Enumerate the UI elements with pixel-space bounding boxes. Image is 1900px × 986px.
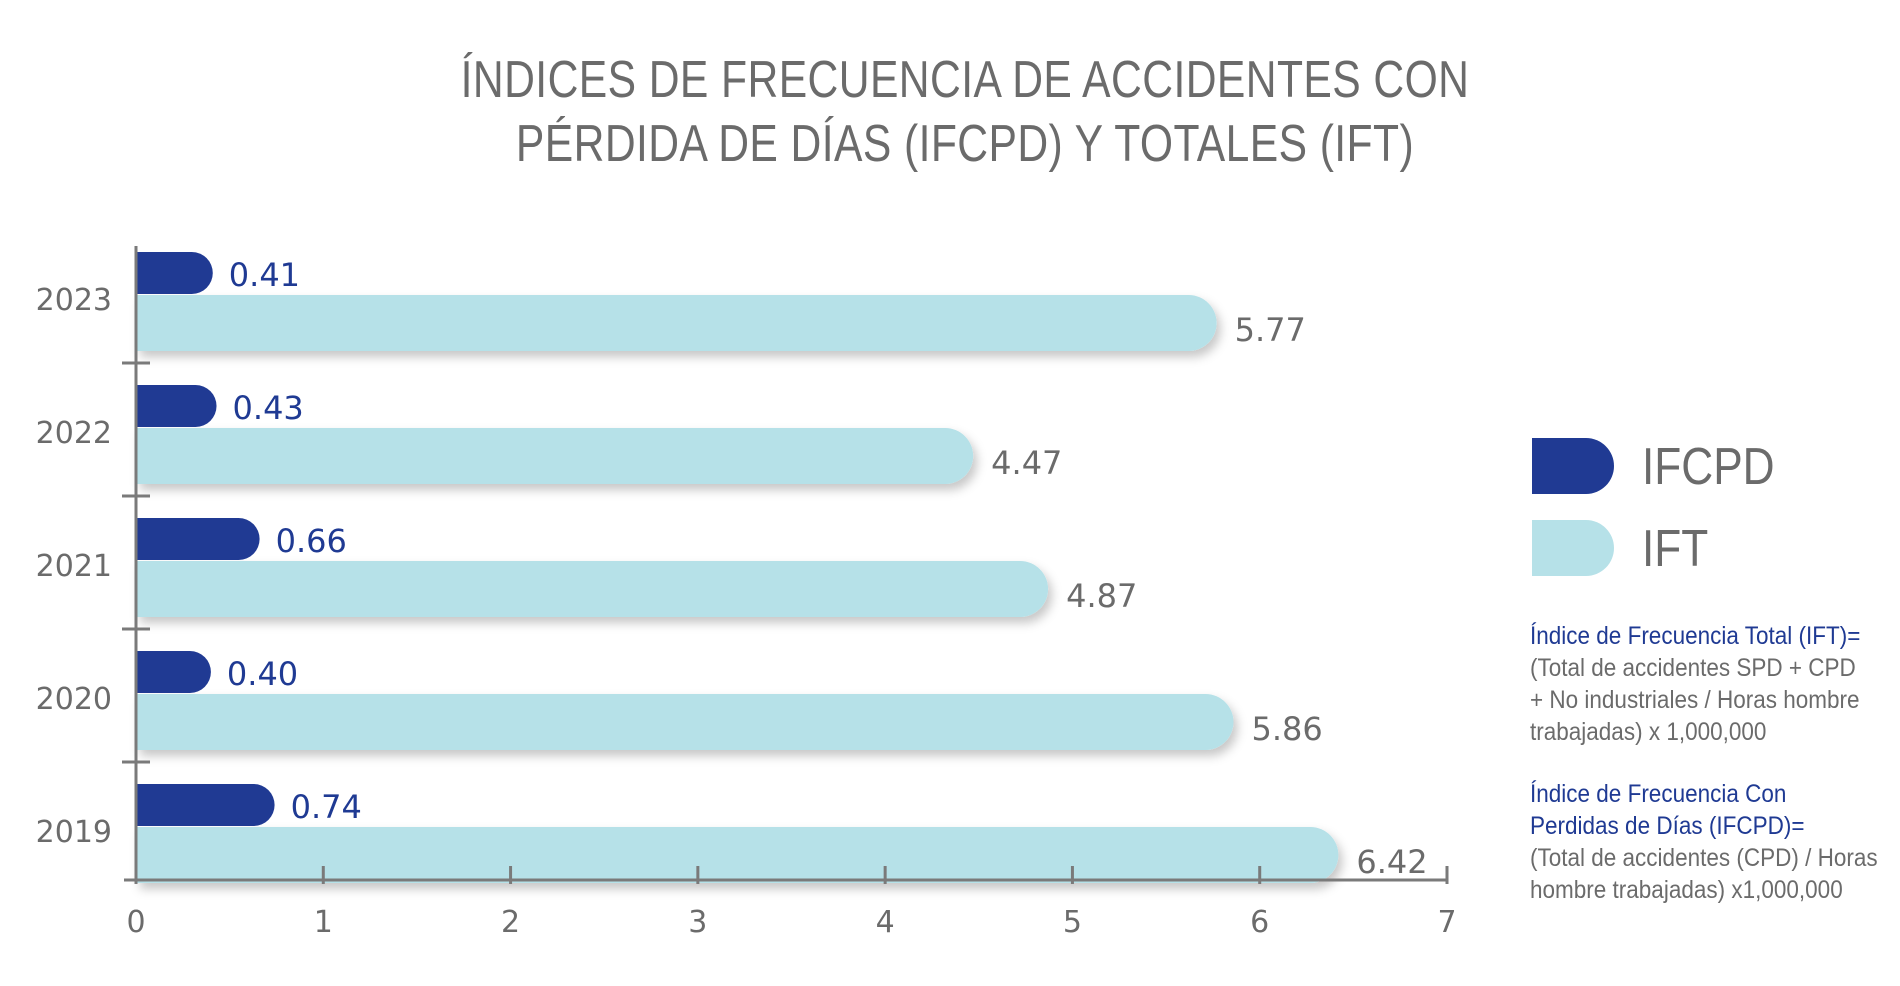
bar-ifcpd (136, 518, 260, 560)
x-tick-label: 2 (501, 905, 520, 940)
x-tick-label: 4 (876, 905, 895, 940)
bar-ifcpd (136, 252, 213, 294)
x-tick-label: 7 (1437, 905, 1456, 940)
chart-title: ÍNDICES DE FRECUENCIA DE ACCIDENTES CON … (420, 48, 1511, 176)
note-ifcpd-heading: Índice de Frecuencia Con (1530, 780, 1787, 808)
data-label-ifcpd: 0.40 (227, 655, 298, 693)
note-ifcpd-line: (Total de accidentes (CPD) / Horas (1530, 844, 1878, 872)
y-tick-label: 2019 (36, 815, 112, 850)
legend-swatch-ift (1532, 520, 1614, 576)
legend-label-ift: IFT (1642, 520, 1709, 578)
note-ift-line: (Total de accidentes SPD + CPD (1530, 654, 1856, 682)
note-ift-line: trabajadas) x 1,000,000 (1530, 718, 1767, 746)
bar-ifcpd (136, 651, 211, 693)
data-label-ift: 4.87 (1066, 577, 1137, 615)
data-label-ift: 5.86 (1251, 710, 1322, 748)
bar-ift (136, 694, 1234, 750)
chart-title-line-1: ÍNDICES DE FRECUENCIA DE ACCIDENTES CON (460, 51, 1470, 109)
note-ifcpd-definition: Índice de Frecuencia Con Perdidas de Día… (1530, 778, 1890, 906)
bar-ift (136, 295, 1217, 351)
y-tick-label: 2023 (36, 283, 112, 318)
data-label-ifcpd: 0.41 (229, 256, 300, 294)
bar-ift (136, 827, 1339, 883)
note-ift-heading: Índice de Frecuencia Total (IFT)= (1530, 622, 1861, 650)
y-tick-label: 2022 (36, 416, 112, 451)
y-tick-label: 2021 (36, 549, 112, 584)
x-tick-label: 5 (1063, 905, 1082, 940)
data-label-ift: 6.42 (1356, 843, 1427, 881)
legend-label-ifcpd: IFCPD (1642, 438, 1775, 496)
data-label-ifcpd: 0.43 (233, 389, 304, 427)
bar-ifcpd (136, 784, 275, 826)
note-ifcpd-heading: Perdidas de Días (IFCPD)= (1530, 812, 1805, 840)
chart-title-line-2: PÉRDIDA DE DÍAS (IFCPD) Y TOTALES (IFT) (515, 115, 1415, 173)
note-ift-definition: Índice de Frecuencia Total (IFT)= (Total… (1530, 620, 1890, 748)
legend-swatch-ifcpd (1532, 438, 1614, 494)
bar-ifcpd (136, 385, 217, 427)
note-ifcpd-line: hombre trabajadas) x1,000,000 (1530, 876, 1843, 904)
y-tick-label: 2020 (36, 682, 112, 717)
note-ift-line: + No industriales / Horas hombre (1530, 686, 1860, 714)
x-tick-label: 6 (1250, 905, 1269, 940)
x-tick-label: 3 (688, 905, 707, 940)
x-tick-label: 0 (126, 905, 145, 940)
legend-item-ifcpd: IFCPD (1532, 432, 1892, 510)
data-label-ift: 4.47 (991, 444, 1062, 482)
data-label-ifcpd: 0.74 (291, 788, 362, 826)
x-tick-label: 1 (314, 905, 333, 940)
bar-ift (136, 561, 1049, 617)
data-label-ifcpd: 0.66 (276, 522, 347, 560)
legend-item-ift: IFT (1532, 514, 1892, 592)
formula-notes: Índice de Frecuencia Total (IFT)= (Total… (1530, 620, 1890, 936)
bar-ift (136, 428, 974, 485)
legend: IFCPD IFT (1532, 432, 1892, 596)
data-label-ift: 5.77 (1235, 311, 1306, 349)
